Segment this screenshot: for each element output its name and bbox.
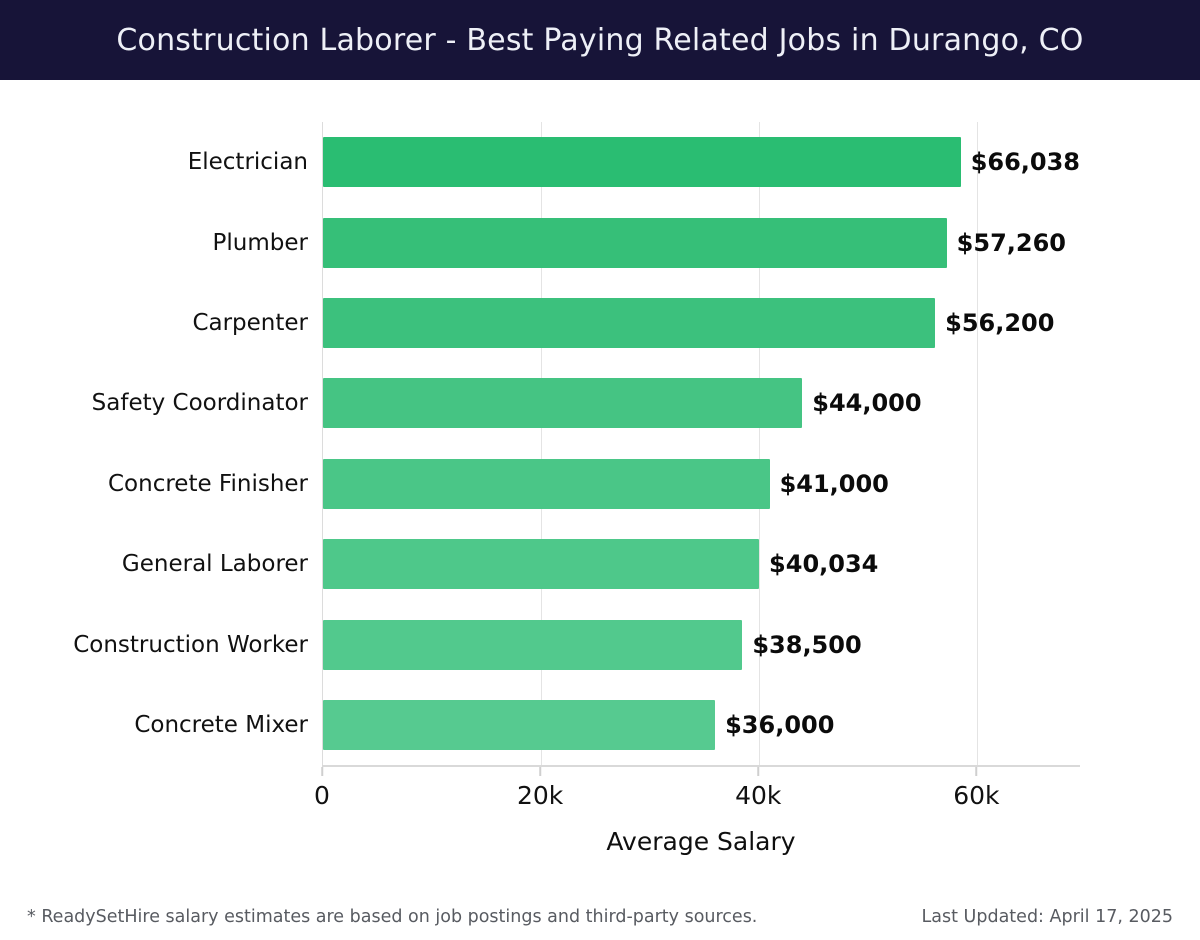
bar-row: $41,000 <box>323 444 1080 524</box>
bar-row: $36,000 <box>323 685 1080 765</box>
x-tick-mark <box>321 767 323 777</box>
gridline <box>540 122 543 766</box>
gridline <box>758 122 761 766</box>
bar <box>323 458 770 509</box>
bars-layer: $66,038 $57,260 $56,200 $44,000 $41,000 $40,0… <box>323 122 1080 765</box>
bar-row: $57,260 <box>323 202 1080 282</box>
bar <box>323 378 803 429</box>
category-label: Concrete Finisher <box>107 470 308 497</box>
category-label: Plumber <box>212 229 308 256</box>
x-tick-label: 60k <box>953 781 1000 811</box>
value-label: $36,000 <box>725 710 835 739</box>
x-tick-mark <box>539 767 541 777</box>
x-axis: 0 20k 40k 60k <box>314 765 1080 815</box>
category-label: General Laborer <box>121 551 308 578</box>
value-label: $41,000 <box>779 469 889 498</box>
bar-row: $44,000 <box>323 363 1080 443</box>
grid-layer <box>323 122 1080 766</box>
last-updated: Last Updated: April 17, 2025 <box>921 907 1173 927</box>
page-title: Construction Laborer - Best Paying Relat… <box>116 22 1084 58</box>
category-label: Carpenter <box>192 309 308 336</box>
x-tick-mark <box>757 767 759 777</box>
title-bar: Construction Laborer - Best Paying Relat… <box>0 0 1200 80</box>
bar-row: $66,038 <box>323 122 1080 202</box>
bar-row: $56,200 <box>323 283 1080 363</box>
value-label: $56,200 <box>945 308 1055 337</box>
bar-row: $38,500 <box>323 604 1080 684</box>
bar <box>323 699 716 750</box>
category-label: Safety Coordinator <box>91 390 308 417</box>
x-axis-title: Average Salary <box>606 827 796 857</box>
chart-body: Electrician Plumber Carpenter Safety Coordi… <box>0 122 1200 766</box>
footnote: * ReadySetHire salary estimates are base… <box>27 907 758 927</box>
x-tick-mark <box>975 767 978 777</box>
footer: * ReadySetHire salary estimates are base… <box>0 907 1200 927</box>
value-label: $38,500 <box>752 630 862 659</box>
category-labels: Electrician Plumber Carpenter Safety Coordi… <box>0 122 322 765</box>
bar-row: $40,034 <box>323 524 1080 604</box>
x-tick-label: 0 <box>314 781 330 811</box>
bar <box>323 297 936 348</box>
x-tick-label: 20k <box>516 781 564 811</box>
category-label: Electrician <box>187 149 308 176</box>
category-label: Concrete Mixer <box>134 711 308 738</box>
gridline <box>976 122 979 766</box>
value-label: $57,260 <box>956 228 1066 257</box>
category-label: Construction Worker <box>73 631 308 658</box>
value-label: $44,000 <box>812 389 922 418</box>
plot-area: $66,038 $57,260 $56,200 $44,000 $41,000 $40,0… <box>322 122 1080 766</box>
bar <box>323 539 760 590</box>
bar <box>323 137 961 188</box>
bar <box>323 619 743 670</box>
value-label: $66,038 <box>970 148 1080 177</box>
x-tick-label: 40k <box>735 781 782 811</box>
bar <box>323 217 947 268</box>
bar-chart: Electrician Plumber Carpenter Safety Coordi… <box>0 80 1200 856</box>
value-label: $40,034 <box>769 550 879 579</box>
